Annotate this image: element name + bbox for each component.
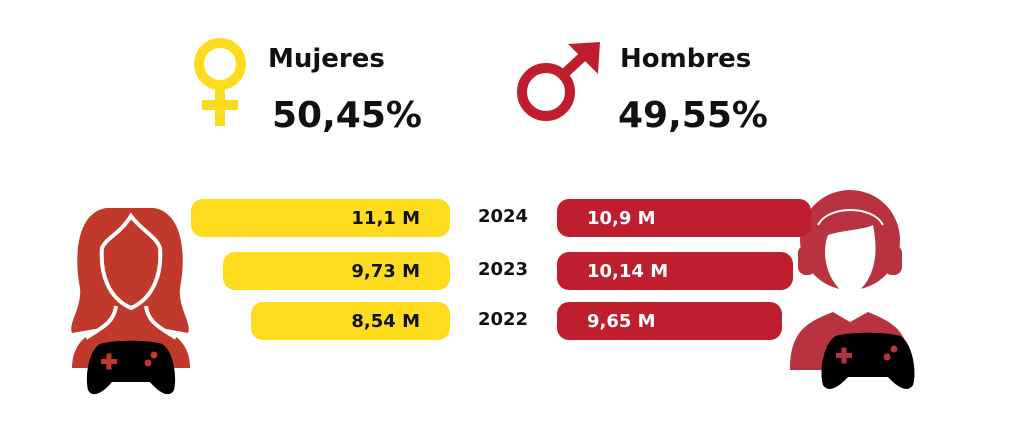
men-bar-label: 10,14 M [587,260,669,282]
women-bar: 11,1 M [191,199,450,237]
male-symbol-icon [517,42,600,121]
woman-gamer-icon [71,208,190,395]
female-symbol-icon [194,38,246,126]
year-label: 2024 [477,206,529,227]
men-bar: 10,9 M [557,199,811,237]
women-bar: 9,73 M [223,252,450,290]
gamepad-icon [821,332,915,389]
men-bar: 10,14 M [557,252,794,290]
women-percent: 50,45% [272,95,422,136]
year-label: 2023 [477,259,529,280]
man-gamer-icon [790,190,915,389]
women-bar: 8,54 M [251,302,450,340]
year-label: 2022 [477,309,529,330]
women-label: Mujeres [268,44,385,74]
women-bar-label: 8,54 M [351,310,420,332]
men-label: Hombres [620,44,752,74]
women-bar-label: 9,73 M [351,260,420,282]
men-percent: 49,55% [618,95,768,136]
men-bar-label: 10,9 M [587,207,656,229]
men-bar-label: 9,65 M [587,310,656,332]
women-bar-label: 11,1 M [351,207,420,229]
men-bar: 9,65 M [557,302,782,340]
gamepad-icon [86,340,176,395]
